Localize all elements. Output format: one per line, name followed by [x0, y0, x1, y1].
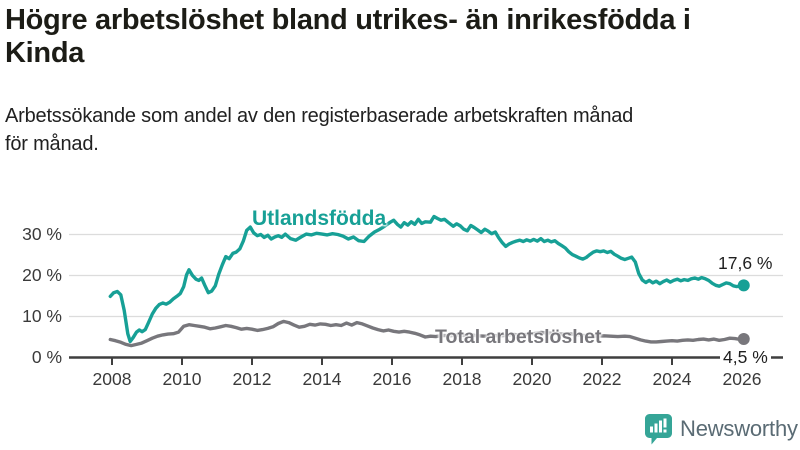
total-arbetsloshet-line — [108, 319, 746, 348]
line-chart: 0 % 10 % 20 % 30 % 2008 2010 2012 2014 2016 2018 2… — [0, 185, 800, 395]
x-tick-label: 2018 — [442, 368, 482, 389]
x-tick-label: 2016 — [372, 368, 412, 389]
end-value-total-arbetsloshet: 4,5 % — [720, 347, 771, 368]
utlandsfodda-end-dot — [737, 279, 750, 292]
x-tick-label: 2024 — [652, 368, 692, 389]
utlandsfodda-line — [108, 214, 746, 344]
x-tick-label: 2014 — [302, 368, 342, 389]
x-tick-label: 2008 — [92, 368, 132, 389]
y-tick-label: 20 % — [22, 264, 62, 285]
total-arbetsloshet-end-dot — [737, 333, 750, 346]
plot-area — [69, 214, 783, 365]
page-title: Högre arbetslöshet bland utrikes- än inr… — [5, 4, 785, 70]
series-label-utlandsfodda: Utlandsfödda — [252, 207, 387, 230]
chart-subtitle: Arbetssökande som andel av den registerb… — [5, 103, 785, 158]
newsworthy-logo-text: Newsworthy — [680, 416, 798, 441]
x-tick-label: 2020 — [512, 368, 552, 389]
x-tick-label: 2026 — [722, 368, 762, 389]
x-tick-label: 2010 — [162, 368, 202, 389]
subtitle-line-2: för månad. — [5, 132, 99, 155]
newsworthy-bar-chart-icon — [645, 414, 672, 445]
end-value-utlandsfodda: 17,6 % — [718, 253, 773, 273]
x-tick-label: 2012 — [232, 368, 272, 389]
series-label-total-arbetsloshet: Total arbetslöshet — [435, 326, 602, 348]
x-tick-label: 2022 — [582, 368, 622, 389]
y-tick-label: 30 % — [22, 223, 62, 244]
subtitle-line-1: Arbetssökande som andel av den registerb… — [5, 105, 634, 127]
y-tick-label: 10 % — [22, 305, 62, 326]
title-line-1: Högre arbetslöshet bland utrikes- än inr… — [5, 4, 691, 36]
newsworthy-logo: Newsworthy — [644, 413, 798, 445]
y-tick-label: 0 % — [31, 346, 62, 367]
title-line-2: Kinda — [5, 37, 85, 70]
